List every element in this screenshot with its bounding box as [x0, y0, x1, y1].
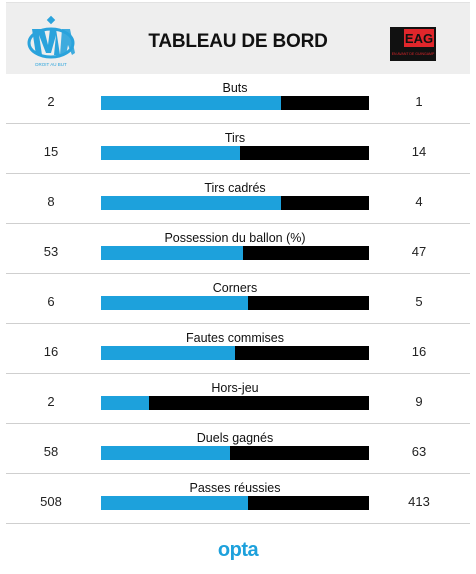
away-value: 9 — [415, 394, 423, 409]
home-bar-fill — [101, 346, 235, 360]
home-bar-fill — [101, 196, 281, 210]
eag-crest-icon: EAG EN AVANT DE GUINGAMP — [390, 27, 436, 61]
away-logo-subtext: EN AVANT DE GUINGAMP — [392, 52, 435, 56]
stat-row: Hors-jeu 2 9 — [6, 374, 470, 424]
away-logo-text: EAG — [405, 31, 433, 46]
home-value: 15 — [43, 144, 59, 159]
home-value: 2 — [47, 394, 55, 409]
home-bar-fill — [101, 446, 230, 460]
stat-label: Passes réussies — [189, 481, 281, 495]
away-value: 16 — [411, 344, 427, 359]
home-bar-fill — [101, 296, 248, 310]
comparison-bar — [101, 246, 369, 260]
home-value: 58 — [43, 444, 59, 459]
stat-label: Tirs cadrés — [204, 181, 266, 195]
stat-label: Fautes commises — [186, 331, 284, 345]
comparison-bar — [101, 296, 369, 310]
stat-label: Buts — [222, 81, 248, 95]
stat-label: Tirs — [224, 131, 246, 145]
stat-row: Possession du ballon (%) 53 47 — [6, 224, 470, 274]
stat-row: Passes réussies 508 413 — [6, 474, 470, 524]
home-bar-fill — [101, 96, 281, 110]
away-value: 413 — [408, 494, 430, 509]
om-crest-icon: DROIT AU BUT — [27, 15, 75, 67]
stat-label: Hors-jeu — [211, 381, 259, 395]
comparison-bar — [101, 446, 369, 460]
stat-row: Corners 6 5 — [6, 274, 470, 324]
home-value: 16 — [43, 344, 59, 359]
comparison-bar — [101, 196, 369, 210]
comparison-bar — [101, 96, 369, 110]
away-value: 14 — [411, 144, 427, 159]
home-value: 6 — [47, 294, 55, 309]
away-value: 63 — [411, 444, 427, 459]
home-bar-fill — [101, 146, 240, 160]
comparison-bar — [101, 396, 369, 410]
away-value: 47 — [411, 244, 427, 259]
stat-label: Possession du ballon (%) — [164, 231, 306, 245]
stat-row: Tirs cadrés 8 4 — [6, 174, 470, 224]
stat-row: Tirs 15 14 — [6, 124, 470, 174]
home-value: 53 — [43, 244, 59, 259]
stat-label: Corners — [212, 281, 258, 295]
stats-dashboard: DROIT AU BUT TABLEAU DE BORD EAG EN AVAN… — [6, 2, 470, 570]
away-value: 1 — [415, 94, 423, 109]
header: DROIT AU BUT TABLEAU DE BORD EAG EN AVAN… — [6, 2, 470, 74]
away-value: 4 — [415, 194, 423, 209]
home-value: 2 — [47, 94, 55, 109]
away-value: 5 — [415, 294, 423, 309]
comparison-bar — [101, 496, 369, 510]
page-title: TABLEAU DE BORD — [148, 31, 328, 52]
home-value: 8 — [47, 194, 55, 209]
stat-row: Fautes commises 16 16 — [6, 324, 470, 374]
opta-logo: opta — [217, 539, 259, 561]
stat-row: Buts 2 1 — [6, 74, 470, 124]
comparison-bar — [101, 146, 369, 160]
stat-row: Duels gagnés 58 63 — [6, 424, 470, 474]
home-logo-caption: DROIT AU BUT — [35, 62, 67, 67]
home-bar-fill — [101, 396, 149, 410]
home-value: 508 — [40, 494, 62, 509]
stat-label: Duels gagnés — [196, 431, 274, 445]
home-bar-fill — [101, 496, 248, 510]
comparison-bar — [101, 346, 369, 360]
home-bar-fill — [101, 246, 243, 260]
